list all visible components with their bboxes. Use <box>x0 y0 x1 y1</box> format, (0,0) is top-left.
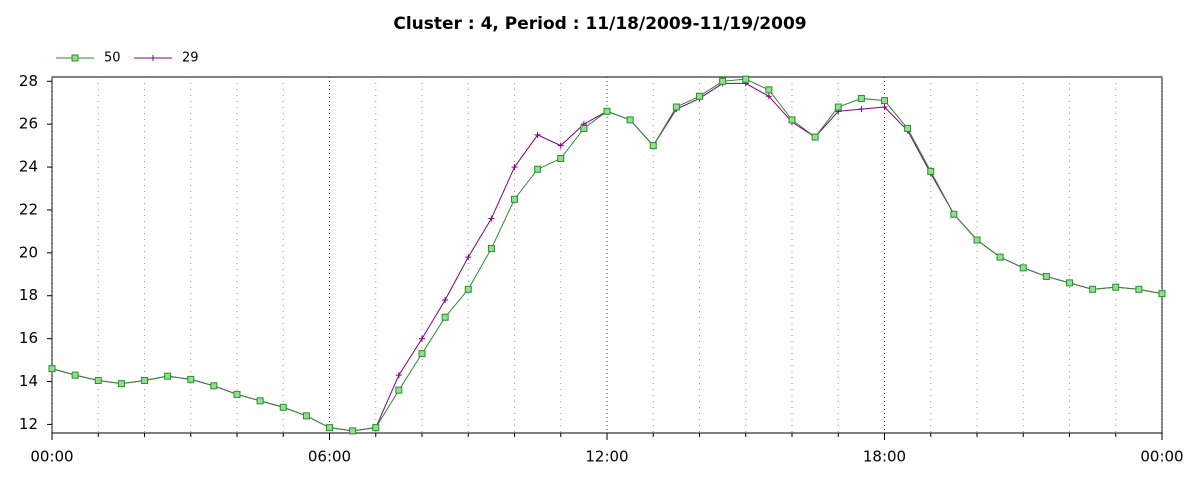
point <box>904 124 912 132</box>
point <box>233 390 241 398</box>
y-tick-label: 14 <box>19 372 38 390</box>
x-tick-label: 00:00 <box>1140 448 1183 466</box>
point <box>1158 290 1166 298</box>
point <box>534 165 542 173</box>
plot-area <box>51 76 1163 434</box>
legend-item: 50 <box>56 51 121 66</box>
point <box>465 254 472 261</box>
point <box>603 107 611 115</box>
x-tick-label: 12:00 <box>585 448 628 466</box>
point <box>48 365 56 373</box>
chart-title: Cluster : 4, Period : 11/18/2009-11/19/2… <box>393 14 806 34</box>
series <box>48 75 1166 435</box>
point <box>302 412 310 420</box>
point <box>511 195 518 203</box>
point <box>372 424 380 432</box>
point <box>326 424 333 432</box>
y-tick-label: 20 <box>19 243 38 261</box>
point <box>441 313 449 321</box>
point <box>858 106 865 113</box>
point <box>94 376 102 384</box>
point <box>488 215 495 222</box>
point <box>117 380 125 388</box>
point <box>442 297 449 304</box>
legend-label: 50 <box>104 51 121 66</box>
point <box>580 124 588 132</box>
y-tick-label: 26 <box>19 115 38 133</box>
point <box>418 350 426 358</box>
y-tick-label: 22 <box>19 200 38 218</box>
y-tick-label: 16 <box>19 329 38 347</box>
point <box>256 397 264 405</box>
point <box>672 103 680 111</box>
x-tick-label: 06:00 <box>308 448 351 466</box>
point <box>279 403 287 411</box>
point <box>973 236 981 244</box>
point <box>1042 272 1050 280</box>
x-tick-label: 00:00 <box>30 448 73 466</box>
point <box>765 86 773 94</box>
point <box>649 142 657 150</box>
point <box>626 116 634 124</box>
point <box>996 253 1004 261</box>
point <box>141 376 148 384</box>
point <box>1089 285 1097 293</box>
point <box>927 167 935 175</box>
point <box>419 335 425 342</box>
x-tick-label: 18:00 <box>863 448 906 466</box>
point <box>881 104 888 111</box>
point <box>395 386 403 394</box>
point <box>834 103 842 111</box>
point <box>534 131 541 138</box>
point <box>811 133 819 141</box>
point <box>511 164 518 171</box>
point <box>1112 283 1120 291</box>
point <box>788 116 796 124</box>
point <box>950 210 958 218</box>
point <box>742 75 750 83</box>
point <box>1019 264 1027 272</box>
point <box>71 371 79 379</box>
point <box>487 245 495 253</box>
y-tick-label: 28 <box>19 72 38 90</box>
point <box>164 372 172 380</box>
legend-marker <box>71 54 79 62</box>
point <box>557 154 565 162</box>
legend-label: 29 <box>182 51 199 66</box>
point <box>210 382 218 390</box>
point <box>696 92 703 100</box>
point <box>857 94 865 102</box>
y-tick-label: 12 <box>19 415 38 433</box>
point <box>881 97 888 105</box>
point <box>719 77 727 85</box>
point <box>765 93 772 100</box>
point <box>349 427 357 435</box>
legend-marker <box>150 55 156 61</box>
legend-item: 29 <box>134 51 199 66</box>
point <box>464 285 472 293</box>
y-tick-label: 18 <box>19 286 38 304</box>
point <box>187 375 195 383</box>
point <box>1066 279 1073 287</box>
point <box>557 142 564 149</box>
y-tick-label: 24 <box>19 158 38 176</box>
point <box>1135 285 1143 293</box>
point <box>395 372 402 379</box>
